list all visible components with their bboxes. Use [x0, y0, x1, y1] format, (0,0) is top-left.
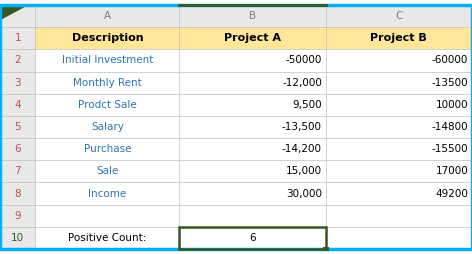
Text: Project A: Project A [224, 33, 281, 43]
Text: -13,500: -13,500 [282, 122, 322, 132]
Bar [35, 27, 179, 50]
Bar [326, 204, 472, 227]
Text: 1: 1 [14, 33, 21, 43]
Text: Description: Description [72, 33, 143, 43]
Text: 17000: 17000 [436, 166, 468, 176]
Bar [326, 227, 472, 249]
Text: B: B [249, 11, 256, 21]
Text: Initial Investment: Initial Investment [62, 55, 153, 66]
Bar [0, 5, 35, 27]
Polygon shape [2, 6, 25, 19]
Bar [0, 27, 35, 50]
Bar [0, 138, 35, 160]
Bar [179, 94, 326, 116]
Bar [179, 160, 326, 182]
Bar [179, 227, 326, 249]
Text: Prodct Sale: Prodct Sale [78, 100, 137, 110]
Bar [0, 182, 35, 204]
Bar [326, 50, 472, 72]
Text: -12,000: -12,000 [282, 78, 322, 88]
Text: A: A [104, 11, 111, 21]
Bar [323, 247, 329, 250]
Bar [326, 94, 472, 116]
Text: -13500: -13500 [431, 78, 468, 88]
Bar [35, 50, 179, 72]
Bar [179, 227, 326, 249]
Bar [35, 204, 179, 227]
Bar [179, 204, 326, 227]
Bar [0, 94, 35, 116]
Text: Salary: Salary [91, 122, 124, 132]
Bar [326, 160, 472, 182]
Text: 2: 2 [14, 55, 21, 66]
Text: -50000: -50000 [286, 55, 322, 66]
Text: -60000: -60000 [432, 55, 468, 66]
Text: -14800: -14800 [431, 122, 468, 132]
Text: 10000: 10000 [436, 100, 468, 110]
Bar [179, 138, 326, 160]
Bar [0, 160, 35, 182]
Text: 5: 5 [14, 122, 21, 132]
Text: 6: 6 [249, 233, 256, 243]
Text: C: C [395, 11, 403, 21]
Text: 30,000: 30,000 [286, 188, 322, 199]
Text: 15,000: 15,000 [286, 166, 322, 176]
Bar [326, 138, 472, 160]
Text: 49200: 49200 [435, 188, 468, 199]
Text: Monthly Rent: Monthly Rent [73, 78, 142, 88]
Bar [326, 5, 472, 27]
Bar [0, 227, 35, 249]
Text: 7: 7 [14, 166, 21, 176]
Text: Project B: Project B [371, 33, 427, 43]
Bar [35, 116, 179, 138]
Text: Purchase: Purchase [84, 144, 131, 154]
Text: Positive Count:: Positive Count: [68, 233, 147, 243]
Text: -15500: -15500 [431, 144, 468, 154]
Bar [179, 72, 326, 94]
Bar [0, 50, 35, 72]
Bar [179, 27, 326, 50]
Bar [0, 116, 35, 138]
Text: Income: Income [88, 188, 126, 199]
Bar [35, 227, 179, 249]
Bar [179, 50, 326, 72]
Bar [326, 116, 472, 138]
Bar [35, 160, 179, 182]
Bar [0, 204, 35, 227]
Bar [35, 94, 179, 116]
Text: 3: 3 [14, 78, 21, 88]
Bar [326, 27, 472, 50]
Bar [179, 5, 326, 27]
Text: 6: 6 [14, 144, 21, 154]
Text: 10: 10 [11, 233, 24, 243]
Text: 8: 8 [14, 188, 21, 199]
Text: 9: 9 [14, 211, 21, 221]
Text: Sale: Sale [96, 166, 118, 176]
Bar [35, 182, 179, 204]
Bar [326, 72, 472, 94]
Bar [35, 5, 179, 27]
Text: 4: 4 [14, 100, 21, 110]
Bar [0, 72, 35, 94]
Text: 9,500: 9,500 [292, 100, 322, 110]
Bar [326, 182, 472, 204]
Bar [179, 116, 326, 138]
Bar [179, 182, 326, 204]
Bar [35, 72, 179, 94]
Text: -14,200: -14,200 [282, 144, 322, 154]
Bar [35, 138, 179, 160]
